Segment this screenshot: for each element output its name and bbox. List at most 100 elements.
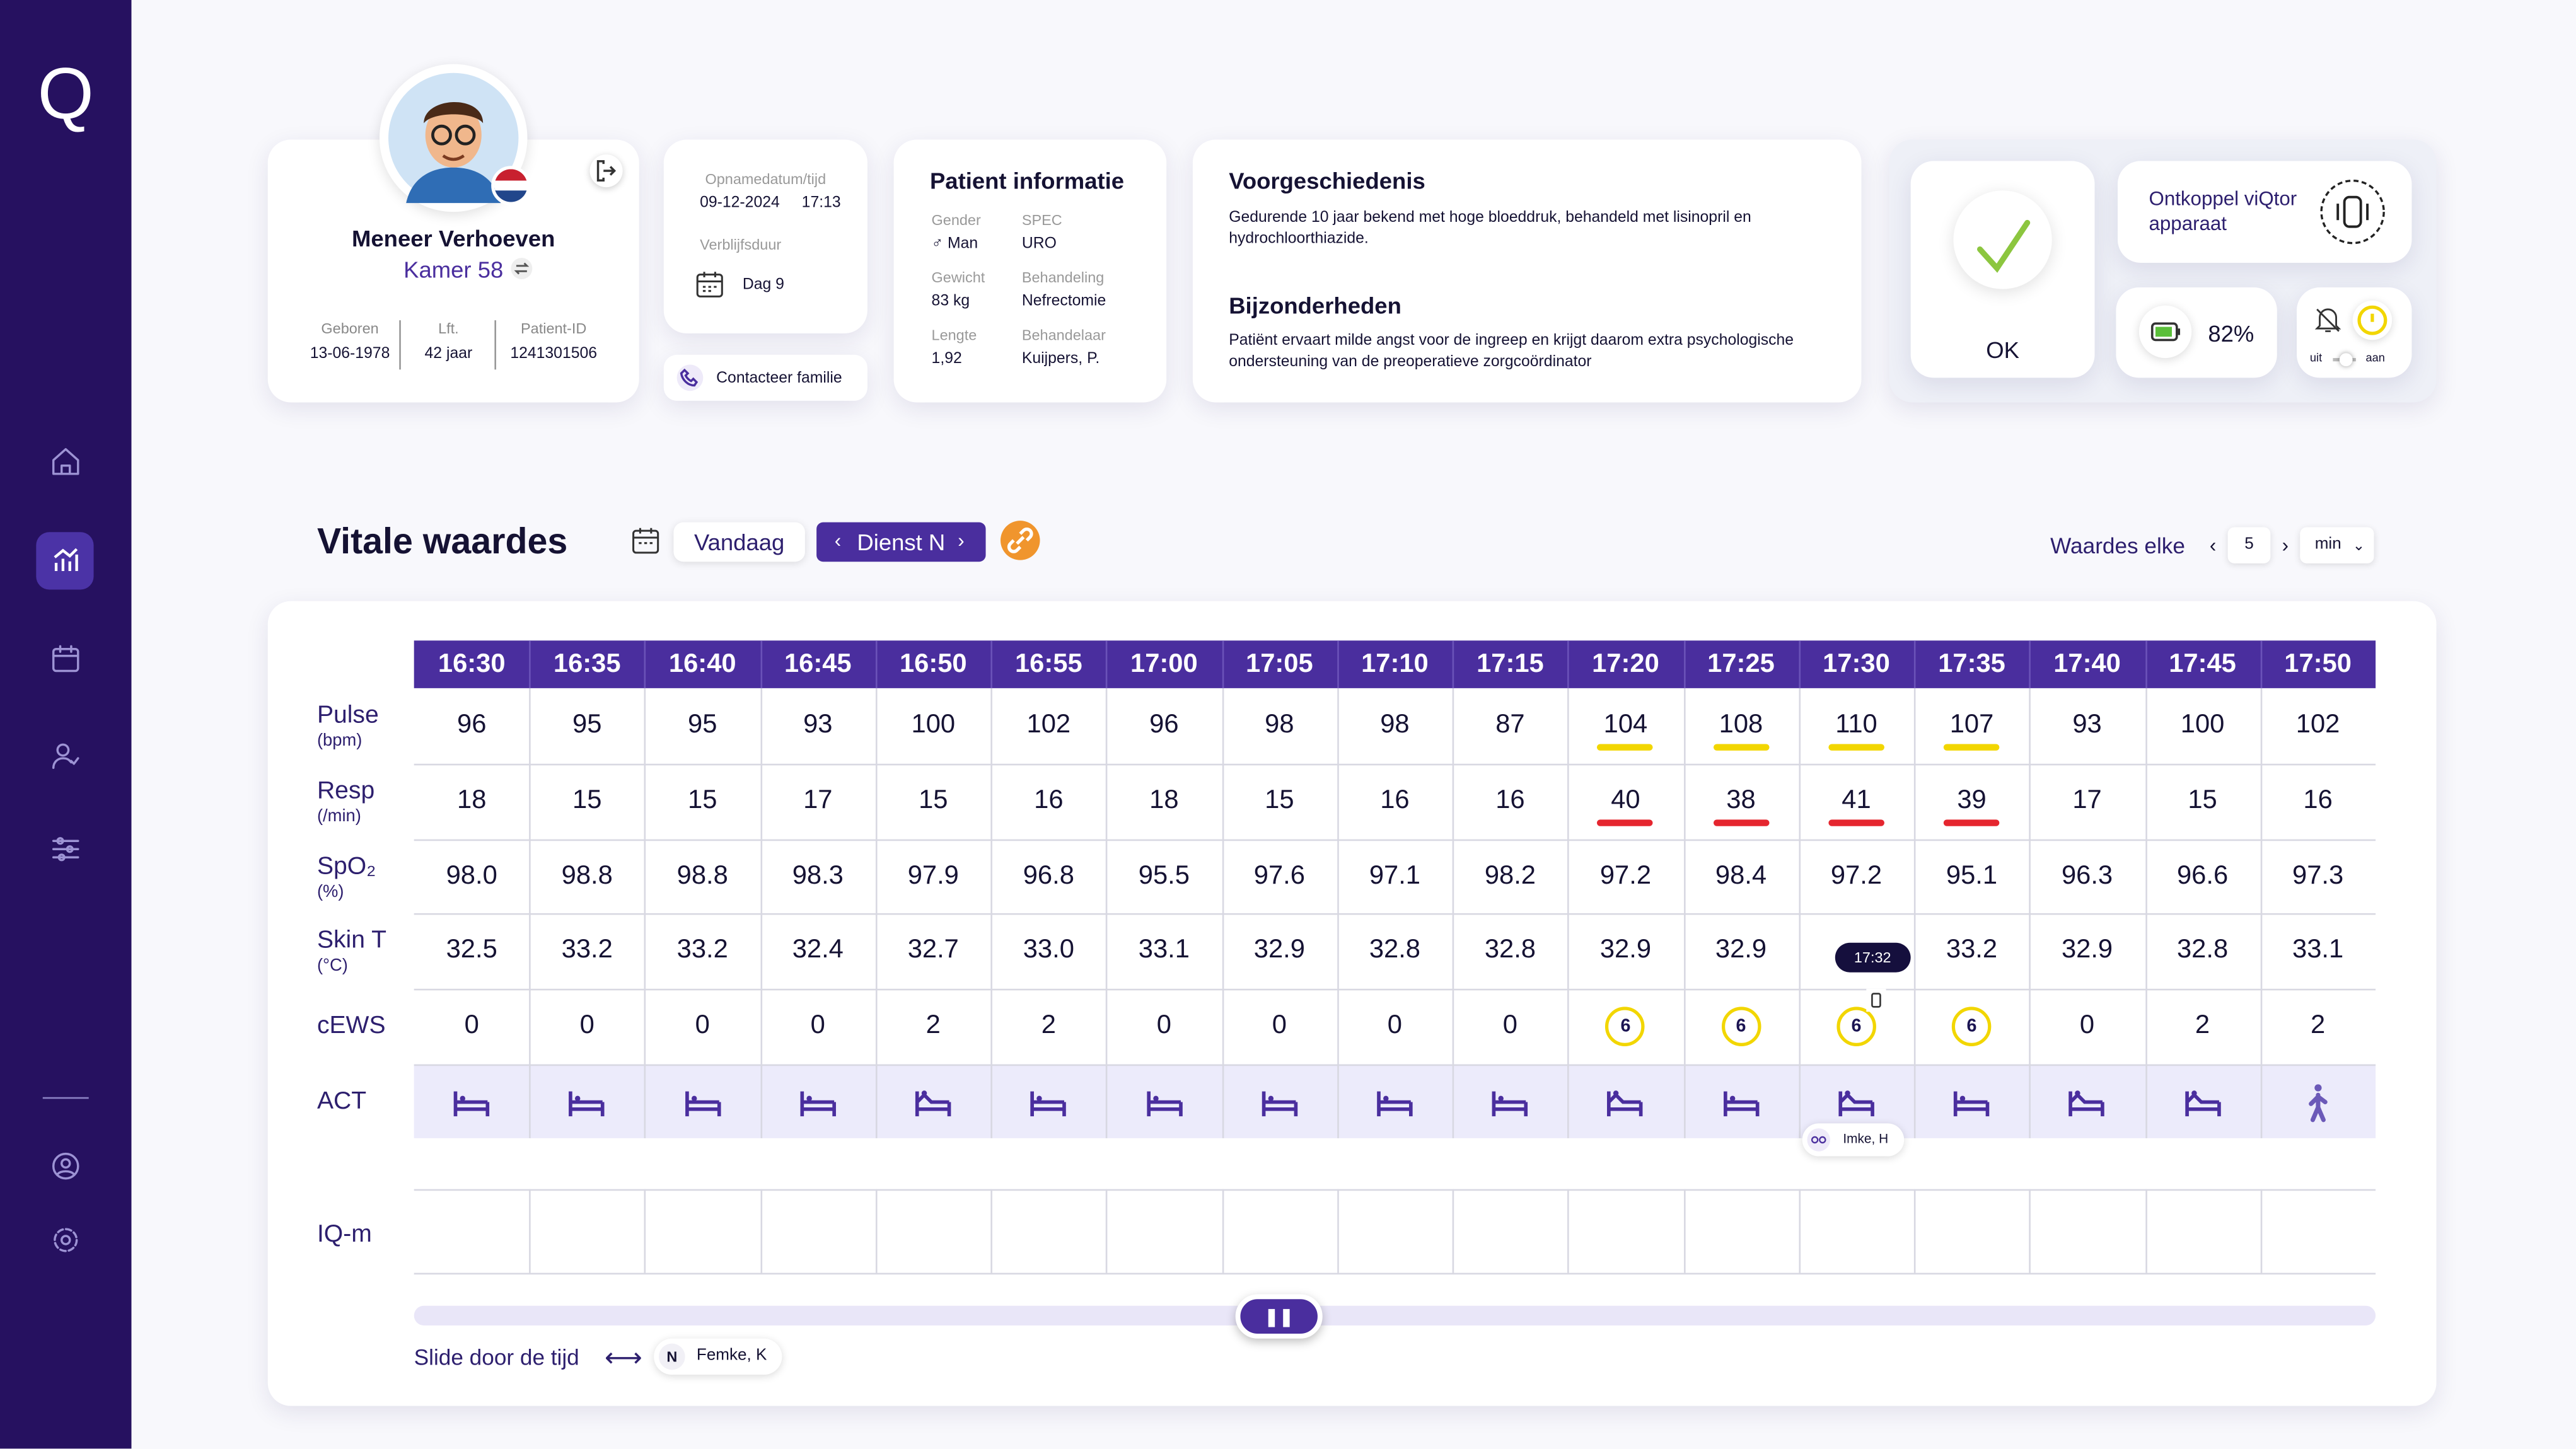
- header-divider: [2145, 640, 2147, 688]
- interval-prev[interactable]: ‹: [2209, 533, 2217, 557]
- time-header: 17:15: [1477, 650, 1544, 679]
- activity-icon-svg: [684, 1091, 721, 1117]
- header-divider: [1798, 640, 1801, 688]
- activity-icon: [1835, 1081, 1878, 1124]
- cell-value: 0: [810, 1012, 825, 1040]
- nav-users[interactable]: [49, 739, 82, 772]
- activity-icon: [912, 1081, 954, 1124]
- today-button[interactable]: Vandaag: [673, 522, 805, 562]
- cell-value: 38: [1726, 787, 1756, 815]
- toggle-off: uit: [2309, 353, 2323, 365]
- cell-value: 32.7: [907, 936, 959, 964]
- row-label: Resp: [316, 776, 375, 805]
- date-picker[interactable]: [629, 524, 662, 557]
- logo[interactable]: Q: [37, 54, 94, 135]
- activity-icon: [450, 1081, 493, 1124]
- logout-button[interactable]: [589, 154, 623, 188]
- activity-icon: [1142, 1081, 1185, 1124]
- annotation-icon: [1807, 1128, 1830, 1152]
- cell-value: 102: [2295, 711, 2340, 739]
- nav-profile[interactable]: [49, 1150, 82, 1182]
- activity-icon: [1374, 1081, 1417, 1124]
- cell-value: 98.3: [792, 861, 844, 890]
- nav-calendar[interactable]: [49, 642, 82, 675]
- interval-value[interactable]: 5: [2227, 527, 2271, 563]
- nurse-name: Femke, K: [696, 1346, 767, 1365]
- link-button-svg: [1007, 527, 1033, 553]
- header-divider: [2029, 640, 2031, 688]
- shift-button[interactable]: ‹ Dienst N ›: [816, 522, 986, 562]
- cell-value: 97.2: [1599, 861, 1652, 890]
- field-label: Geboren: [321, 320, 379, 337]
- toggle-knob: [2339, 353, 2353, 367]
- nav-home[interactable]: [49, 445, 82, 478]
- nav-gear-svg: [54, 1228, 78, 1252]
- cell-value: 97.6: [1253, 861, 1305, 890]
- activity-icon: [1604, 1081, 1647, 1124]
- battery-icon-svg: [2150, 322, 2181, 342]
- admission-label: Opnamedatum/tijd: [705, 171, 827, 188]
- nav-settings-sliders[interactable]: [49, 833, 82, 865]
- cell-value: 18: [457, 787, 487, 815]
- shift-prev: ‹: [834, 529, 842, 552]
- slider-track[interactable]: [414, 1305, 2376, 1325]
- time-header: 17:05: [1246, 650, 1313, 679]
- activity-icon: [1720, 1081, 1763, 1124]
- row-label: SpO₂: [316, 852, 376, 880]
- contact-button[interactable]: Contacteer familie: [663, 354, 867, 401]
- iqm-column-line: [2029, 1189, 2031, 1273]
- activity-icon: [2181, 1081, 2224, 1124]
- flag-white: [494, 180, 528, 192]
- iqm-column-line: [1452, 1189, 1454, 1273]
- cell-value: 32.8: [2176, 936, 2229, 964]
- cell-value: 32.9: [1599, 936, 1652, 964]
- link-button[interactable]: [1000, 521, 1040, 560]
- info-label: Gender: [931, 212, 981, 229]
- time-header: 17:50: [2284, 650, 2352, 679]
- field-label: Lft.: [438, 320, 459, 337]
- time-header: 16:35: [553, 650, 621, 679]
- time-header: 17:30: [1823, 650, 1890, 679]
- activity-icon-svg: [569, 1091, 605, 1117]
- timer-icon-svg: [2357, 305, 2387, 335]
- cell-value: 16: [1034, 787, 1064, 815]
- cell-value: 0: [579, 1012, 595, 1040]
- flag-underline: [1598, 744, 1654, 750]
- cell-value: 107: [1949, 711, 1994, 739]
- battery-icon: [2138, 305, 2192, 359]
- tooltip-device-svg: [1871, 993, 1881, 1008]
- cell-value: 87: [1495, 711, 1525, 739]
- patient-room: Kamer 58: [403, 256, 504, 283]
- cell-value: 32.8: [1484, 936, 1536, 964]
- cell-value: 2: [2310, 1012, 2326, 1040]
- slider-handle[interactable]: [1235, 1294, 1323, 1339]
- info-value: Kuijpers, P.: [1021, 350, 1100, 368]
- header-divider: [875, 640, 878, 688]
- flag-underline: [1828, 744, 1884, 750]
- nav-chart[interactable]: [49, 544, 82, 577]
- header-divider: [1337, 640, 1339, 688]
- nav-gear[interactable]: [49, 1223, 82, 1256]
- cell-value: 97.3: [2292, 861, 2344, 890]
- pause-bar: [1283, 1308, 1290, 1327]
- activity-icon: [796, 1081, 839, 1124]
- interval-next[interactable]: ›: [2282, 533, 2289, 557]
- room-swap[interactable]: [511, 258, 533, 280]
- cell-value: 40: [1611, 787, 1640, 815]
- disconnect-card[interactable]: Ontkoppel viQtor apparaat: [2118, 161, 2412, 263]
- cell-value: 0: [464, 1012, 479, 1040]
- iqm-column-line: [2145, 1189, 2147, 1273]
- cell-value: 0: [695, 1012, 710, 1040]
- interval-unit[interactable]: min ⌄: [2300, 527, 2374, 563]
- disconnect-icon-svg: [2320, 179, 2385, 245]
- tooltip-device: [1865, 988, 1886, 1012]
- activity-icon: [1027, 1081, 1070, 1124]
- activity-icon-svg: [1608, 1090, 1644, 1117]
- time-header: 16:30: [438, 650, 506, 679]
- field-value: 1241301506: [510, 345, 598, 363]
- admission-card: Opnamedatum/tijd 09-12-2024 17:13 Verblijfs…: [663, 139, 867, 333]
- cell-value: 18: [1149, 787, 1179, 815]
- alarm-toggle-card[interactable]: uit aan: [2297, 287, 2412, 378]
- cell-value: 15: [1265, 787, 1294, 815]
